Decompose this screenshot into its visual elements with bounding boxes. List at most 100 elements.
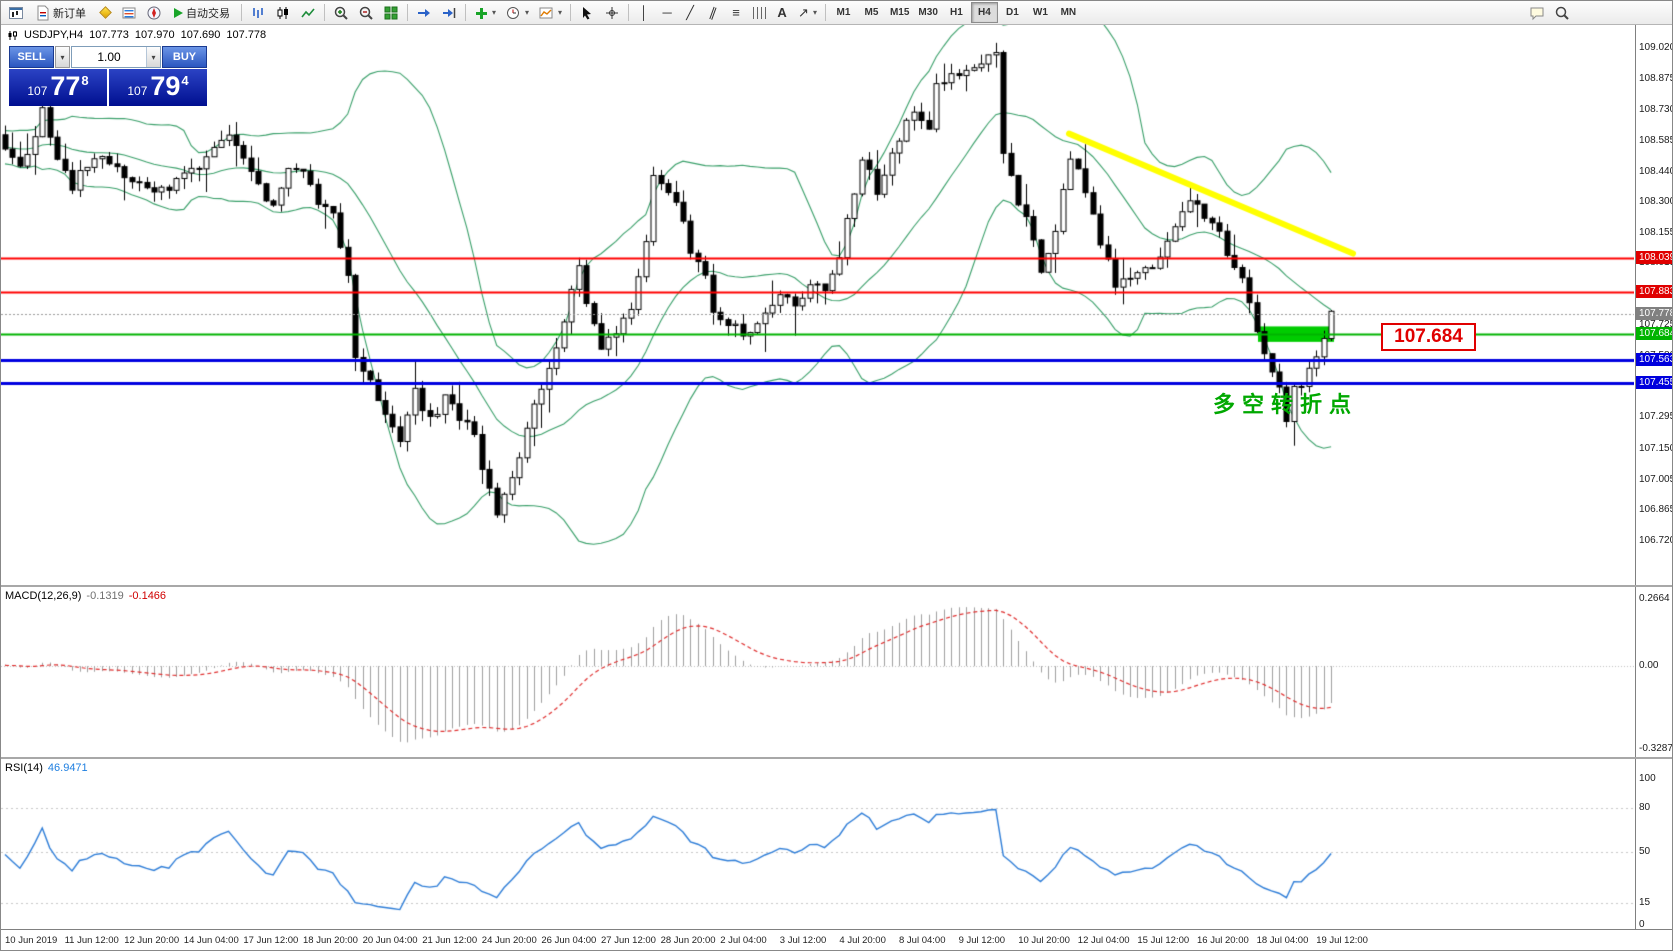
rsi-label-row: RSI(14) 46.9471 (5, 762, 88, 774)
price-tick-label: 107.295 (1639, 411, 1673, 423)
navigator-button[interactable] (142, 2, 166, 23)
price-tick-label: 106.720 (1639, 534, 1673, 546)
candlestick-chart-button[interactable] (271, 2, 295, 23)
chat-icon (1530, 7, 1544, 20)
timeframe-d1-button[interactable]: D1 (999, 2, 1026, 23)
buy-price-big: 79 (150, 71, 181, 101)
macd-tick-label: 0.00 (1639, 660, 1659, 672)
new-chart-icon (9, 6, 23, 19)
timeframe-w1-button[interactable]: W1 (1027, 2, 1054, 23)
new-order-button[interactable]: 新订单 (29, 2, 93, 23)
zoom-out-icon (359, 6, 373, 20)
channel-button[interactable]: ∥ (702, 2, 724, 23)
turning-point-annotation[interactable]: 多空转折点 (1213, 392, 1359, 417)
crosshair-button[interactable] (600, 2, 624, 23)
chart-open: 107.773 (89, 29, 129, 41)
pane-splitter-rsi[interactable] (1, 757, 1672, 759)
time-tick-label: 9 Jul 12:00 (958, 935, 1006, 946)
cycle-lines-icon (752, 6, 766, 19)
auto-scroll-button[interactable] (412, 2, 436, 23)
volume-input[interactable] (72, 47, 146, 67)
indicators-button[interactable]: ▾ (470, 2, 500, 23)
chevron-down-icon: ▾ (151, 52, 156, 62)
autotrading-button[interactable]: 自动交易 (167, 2, 237, 23)
text-tool-button[interactable]: A (771, 2, 793, 23)
tile-windows-button[interactable] (379, 2, 403, 23)
buy-button[interactable]: BUY (162, 46, 207, 68)
candlestick-chart-icon (277, 6, 288, 19)
arrows-tool-button[interactable]: ↗ ▾ (794, 2, 821, 23)
tile-windows-icon (384, 6, 398, 19)
toolbar-separator (407, 4, 408, 21)
chat-button[interactable] (1525, 2, 1549, 23)
fibonacci-icon: ≡ (732, 5, 740, 20)
timeframe-m30-button[interactable]: M30 (914, 2, 941, 23)
timeframe-h1-button[interactable]: H1 (943, 2, 970, 23)
toolbar-separator (465, 4, 466, 21)
main-chart-pane: USDJPY,H4 107.773 107.970 107.690 107.77… (1, 25, 1634, 585)
price-line-badge: 107.883 (1636, 284, 1672, 298)
line-chart-icon (301, 7, 315, 17)
time-axis[interactable]: 10 Jun 2019 11 Jun 12:00 12 Jun 20:00 14 Ju… (1, 929, 1672, 950)
main-chart-canvas[interactable] (1, 25, 1634, 585)
chevron-down-icon: ▾ (525, 8, 530, 17)
price-callout-label[interactable]: 107.684 (1381, 323, 1476, 351)
timeframe-m1-button[interactable]: M1 (830, 2, 857, 23)
vertical-line-icon: │ (639, 5, 649, 20)
price-tick-label: 108.300 (1639, 196, 1673, 208)
sell-button[interactable]: SELL (9, 46, 54, 68)
indicators-plus-icon (476, 7, 487, 19)
metaeditor-button[interactable] (94, 2, 116, 23)
trendline-button[interactable]: ╱ (679, 2, 701, 23)
zoom-in-button[interactable] (329, 2, 353, 23)
timeframe-m15-button[interactable]: M15 (886, 2, 913, 23)
price-tick-label: 108.585 (1639, 135, 1673, 147)
time-tick-label: 28 Jun 20:00 (660, 935, 716, 946)
macd-signal-value: -0.1466 (128, 590, 167, 602)
templates-button[interactable]: ▾ (534, 2, 566, 23)
rsi-label: RSI(14) (5, 762, 43, 774)
time-tick-label: 17 Jun 12:00 (243, 935, 299, 946)
time-tick-label: 24 Jun 20:00 (481, 935, 537, 946)
vertical-line-button[interactable]: │ (633, 2, 655, 23)
volume-dropdown[interactable]: ▾ (146, 47, 160, 67)
text-icon: A (777, 5, 787, 20)
time-tick-label: 8 Jul 04:00 (899, 935, 946, 946)
toolbar-separator (628, 4, 630, 21)
macd-canvas[interactable] (1, 587, 1634, 757)
time-tick-label: 27 Jun 12:00 (601, 935, 656, 946)
rsi-canvas[interactable] (1, 759, 1634, 929)
time-tick-label: 16 Jul 20:00 (1197, 935, 1249, 946)
horizontal-line-button[interactable]: ─ (656, 2, 678, 23)
one-click-price-row: 107 77 8 107 79 4 (9, 69, 207, 106)
navigator-icon (147, 6, 161, 19)
price-tick-label: 107.005 (1639, 473, 1673, 485)
sell-options-dropdown[interactable]: ▾ (55, 46, 70, 68)
timeframe-m5-button[interactable]: M5 (858, 2, 885, 23)
fibonacci-button[interactable]: ≡ (725, 2, 747, 23)
periods-button[interactable]: ▾ (501, 2, 533, 23)
line-chart-button[interactable] (296, 2, 320, 23)
chart-shift-button[interactable] (437, 2, 461, 23)
price-tick-label: 107.150 (1639, 442, 1673, 454)
macd-label: MACD(12,26,9) (5, 590, 82, 602)
cycle-lines-button[interactable] (748, 2, 770, 23)
cursor-button[interactable] (575, 2, 599, 23)
buy-price-display[interactable]: 107 79 4 (109, 69, 207, 106)
market-watch-button[interactable] (117, 2, 141, 23)
sell-price-display[interactable]: 107 77 8 (9, 69, 107, 106)
timeframe-h4-button[interactable]: H4 (970, 2, 998, 23)
bar-chart-button[interactable] (246, 2, 270, 23)
zoom-out-button[interactable] (354, 2, 378, 23)
price-tick-label: 107.725 (1639, 319, 1673, 331)
new-chart-button[interactable] (4, 2, 28, 23)
pane-splitter-macd[interactable] (1, 585, 1672, 587)
trendline-icon: ╱ (686, 5, 694, 20)
price-axis[interactable]: 109.020 108.875 108.730 108.585 108.440 108.3… (1635, 25, 1673, 930)
new-order-icon (37, 5, 49, 20)
channel-icon: ∥ (707, 4, 719, 21)
cursor-icon (583, 6, 592, 19)
timeframe-mn-button[interactable]: MN (1055, 2, 1082, 23)
search-button[interactable] (1550, 2, 1574, 23)
